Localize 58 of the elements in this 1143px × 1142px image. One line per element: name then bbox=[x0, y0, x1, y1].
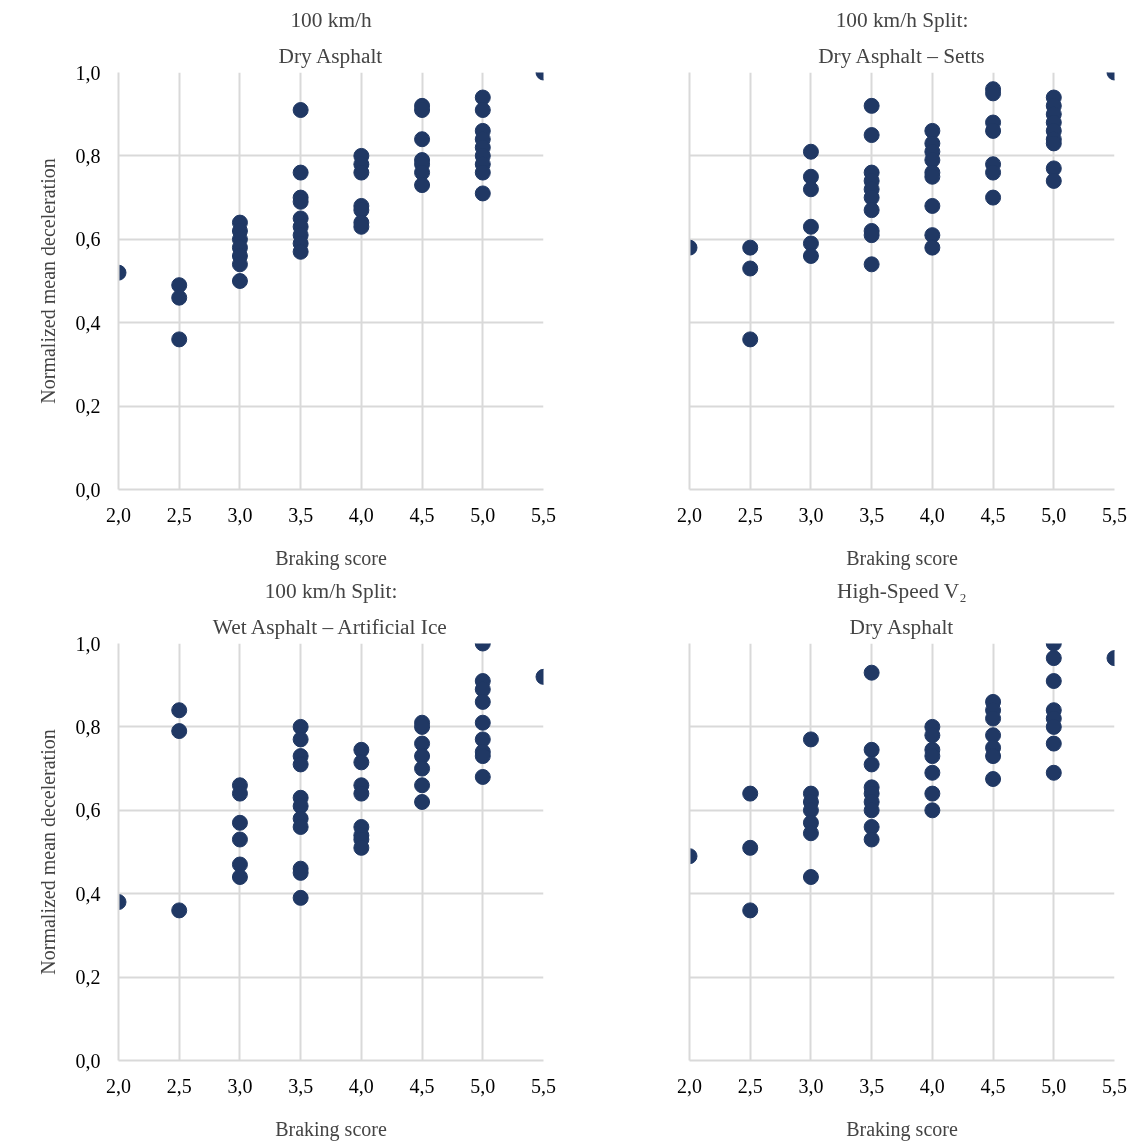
x-tick-label: 4,0 bbox=[919, 503, 945, 526]
x-tick-label: 5,0 bbox=[470, 503, 496, 526]
x-axis-title: Braking score bbox=[846, 546, 958, 570]
y-tick-label: 0,0 bbox=[75, 478, 101, 501]
y-axis-title: Normalized mean deceleration bbox=[36, 158, 59, 404]
x-tick-label: 3,5 bbox=[288, 503, 314, 526]
x-tick-label: 2,5 bbox=[737, 1074, 763, 1097]
x-tick-label: 5,5 bbox=[531, 503, 556, 526]
x-tick-label: 2,0 bbox=[106, 503, 131, 526]
x-tick-label: 3,5 bbox=[859, 503, 885, 526]
x-tick-label: 2,0 bbox=[677, 1074, 702, 1097]
x-axis-title: Braking score bbox=[275, 546, 387, 570]
x-tick-label: 3,0 bbox=[798, 503, 824, 526]
x-tick-label: 5,0 bbox=[1041, 1074, 1067, 1097]
chart-subtitle: Dry Asphalt bbox=[278, 43, 383, 68]
chart-title: High-Speed V₂ bbox=[836, 578, 967, 603]
x-tick-label: 3,0 bbox=[798, 1074, 824, 1097]
x-axis-title: Braking score bbox=[275, 1117, 387, 1141]
y-tick-label: 1,0 bbox=[75, 61, 101, 84]
x-tick-label: 2,0 bbox=[106, 1074, 131, 1097]
chart-subtitle: Dry Asphalt bbox=[849, 614, 954, 639]
x-tick-label: 4,5 bbox=[980, 1074, 1006, 1097]
x-tick-label: 3,0 bbox=[227, 503, 253, 526]
x-tick-label: 5,0 bbox=[1041, 503, 1067, 526]
x-tick-label: 3,5 bbox=[288, 1074, 314, 1097]
x-tick-label: 4,0 bbox=[348, 1074, 374, 1097]
x-tick-label: 4,5 bbox=[980, 503, 1006, 526]
chart-subtitle: Dry Asphalt – Setts bbox=[818, 43, 985, 68]
x-tick-label: 2,5 bbox=[737, 503, 763, 526]
x-tick-label: 3,0 bbox=[227, 1074, 253, 1097]
y-tick-label: 1,0 bbox=[75, 632, 101, 655]
x-tick-label: 5,5 bbox=[531, 1074, 556, 1097]
x-tick-label: 4,5 bbox=[409, 503, 435, 526]
y-tick-label: 0,8 bbox=[75, 144, 101, 167]
y-tick-label: 0,4 bbox=[75, 882, 101, 905]
x-axis-title: Braking score bbox=[846, 1117, 958, 1141]
x-tick-label: 2,0 bbox=[677, 503, 702, 526]
y-tick-label: 0,6 bbox=[75, 799, 101, 822]
x-tick-label: 4,0 bbox=[348, 503, 374, 526]
y-tick-label: 0,0 bbox=[75, 1049, 101, 1072]
x-tick-label: 5,5 bbox=[1102, 1074, 1127, 1097]
x-tick-label: 4,5 bbox=[409, 1074, 435, 1097]
y-tick-label: 0,4 bbox=[75, 311, 101, 334]
x-tick-label: 4,0 bbox=[919, 1074, 945, 1097]
x-tick-label: 5,5 bbox=[1102, 503, 1127, 526]
chart-subtitle: Wet Asphalt – Artificial Ice bbox=[212, 614, 447, 639]
chart-title: 100 km/h bbox=[290, 7, 372, 32]
y-tick-label: 0,2 bbox=[75, 966, 101, 989]
chart-title: 100 km/h Split: bbox=[264, 578, 398, 603]
x-tick-label: 2,5 bbox=[166, 503, 192, 526]
x-tick-label: 3,5 bbox=[859, 1074, 885, 1097]
y-tick-label: 0,8 bbox=[75, 715, 101, 738]
x-tick-label: 5,0 bbox=[470, 1074, 496, 1097]
x-tick-label: 2,5 bbox=[166, 1074, 192, 1097]
y-tick-label: 0,6 bbox=[75, 228, 101, 251]
chart-title: 100 km/h Split: bbox=[835, 7, 969, 32]
y-tick-label: 0,2 bbox=[75, 395, 101, 418]
y-axis-title: Normalized mean deceleration bbox=[36, 729, 59, 975]
